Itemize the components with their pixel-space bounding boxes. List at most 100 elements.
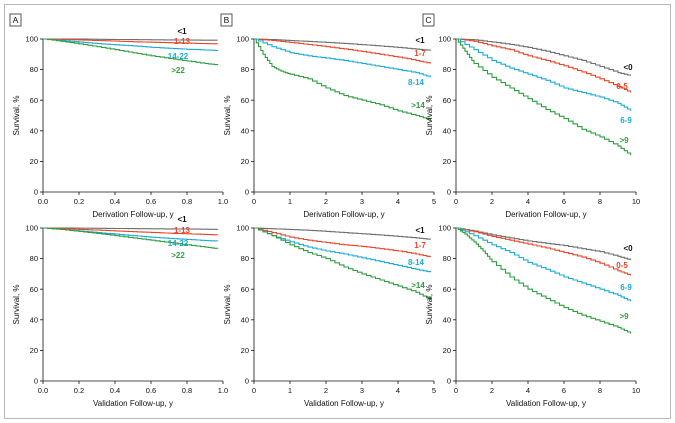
- series-line: [456, 227, 632, 261]
- y-tick-label: 40: [443, 126, 451, 135]
- series-label: 0-5: [616, 82, 628, 91]
- series-line: [456, 227, 632, 276]
- x-tick-label: 0: [454, 386, 458, 395]
- series-line: [43, 227, 219, 249]
- series-label: 14-22: [168, 52, 189, 61]
- series-label: <1: [415, 226, 425, 235]
- x-tick-label: 2: [490, 386, 494, 395]
- series-label: >14: [411, 101, 425, 110]
- series-label: 1-13: [174, 226, 191, 235]
- series-label: <1: [177, 215, 187, 224]
- y-tick-label: 20: [241, 346, 249, 355]
- x-tick-label: 0.2: [74, 197, 84, 206]
- panel-letter: C: [425, 15, 431, 25]
- series-line: [456, 227, 632, 334]
- x-tick-label: 10: [632, 386, 640, 395]
- y-tick-label: 20: [241, 157, 249, 166]
- x-tick-label: 0: [454, 197, 458, 206]
- x-tick-label: 5: [432, 197, 436, 206]
- x-tick-label: 8: [598, 197, 602, 206]
- y-tick-label: 100: [236, 224, 249, 233]
- series-label: >22: [171, 251, 185, 260]
- x-tick-label: 5: [432, 386, 436, 395]
- y-tick-label: 20: [443, 346, 451, 355]
- y-tick-label: 80: [443, 65, 451, 74]
- x-tick-label: 0.4: [110, 386, 120, 395]
- series-label: <1: [415, 36, 425, 45]
- y-tick-label: 0: [34, 377, 38, 386]
- x-tick-label: 4: [396, 197, 400, 206]
- series-line: [456, 38, 632, 111]
- x-tick-label: 1: [288, 197, 292, 206]
- series-line: [254, 227, 431, 240]
- series-line: [254, 227, 431, 273]
- panel-c-validation: 0 20 40 60 80 100 0 2 4 6 8 10 Validation Follow-up,…: [425, 224, 640, 408]
- y-tick-label: 60: [30, 285, 38, 294]
- y-tick-label: 0: [447, 188, 451, 197]
- y-tick-label: 100: [438, 35, 451, 44]
- series-line: [254, 38, 431, 64]
- y-axis-title: Survival, %: [223, 95, 232, 135]
- x-tick-label: 3: [360, 386, 364, 395]
- y-axis-title: Survival, %: [223, 284, 232, 324]
- series-label: 1-7: [414, 49, 426, 58]
- y-axis-title: Survival, %: [425, 284, 434, 324]
- series-label: <0: [623, 63, 633, 72]
- y-tick-label: 100: [438, 224, 451, 233]
- y-tick-label: 60: [443, 285, 451, 294]
- y-tick-label: 60: [30, 96, 38, 105]
- series-label: >22: [171, 66, 185, 75]
- series-line: [43, 38, 219, 45]
- x-tick-label: 1: [288, 386, 292, 395]
- y-tick-label: 100: [25, 35, 38, 44]
- panel-letter-box: [220, 13, 233, 27]
- series-line: [254, 38, 431, 51]
- series-line: [456, 38, 632, 156]
- series-label: 6-9: [620, 283, 632, 292]
- y-tick-label: 80: [241, 65, 249, 74]
- x-axis-title: Validation Follow-up, y: [93, 399, 173, 408]
- series-line: [254, 38, 431, 78]
- series-label: >9: [619, 136, 629, 145]
- y-tick-label: 40: [241, 126, 249, 135]
- x-axis-title: Validation Follow-up, y: [304, 399, 384, 408]
- y-tick-label: 20: [30, 346, 38, 355]
- y-tick-label: 20: [443, 157, 451, 166]
- y-tick-label: 40: [30, 126, 38, 135]
- x-tick-label: 2: [490, 197, 494, 206]
- x-axis-title: Validation Follow-up, y: [506, 399, 586, 408]
- x-tick-label: 0.0: [38, 386, 48, 395]
- x-tick-label: 3: [360, 197, 364, 206]
- panel-b-derivation: 0 20 40 60 80 100 0 1 2 3 4 5 Derivation Follow-up, …: [220, 13, 436, 219]
- y-tick-label: 0: [245, 377, 249, 386]
- panel-letter-box: [9, 13, 22, 27]
- panel-b-validation: 0 20 40 60 80 100 0 1 2 3 4 5 Validation Follow-up, …: [223, 224, 436, 408]
- series-label: 8-14: [408, 258, 425, 267]
- series-line: [43, 227, 219, 230]
- panel-letter: A: [13, 15, 19, 25]
- x-tick-label: 6: [562, 386, 566, 395]
- y-axis-title: Survival, %: [425, 95, 434, 135]
- series-label: <0: [623, 244, 633, 253]
- y-axis-title: Survival, %: [12, 284, 21, 324]
- panel-a-derivation: 0 20 40 60 80 100 0.0 0.2 0.4 0.6 0.8 1.0 Derivation…: [9, 13, 228, 219]
- series-label: 6-9: [620, 116, 632, 125]
- x-tick-label: 1.0: [218, 197, 228, 206]
- series-label: 0-5: [616, 261, 628, 270]
- x-tick-label: 0.4: [110, 197, 120, 206]
- y-tick-label: 20: [30, 157, 38, 166]
- x-tick-label: 8: [598, 386, 602, 395]
- x-tick-label: 0.2: [74, 386, 84, 395]
- y-tick-label: 0: [34, 188, 38, 197]
- x-axis-title: Derivation Follow-up, y: [303, 210, 384, 219]
- y-tick-label: 60: [241, 96, 249, 105]
- series-label: 1-7: [414, 241, 426, 250]
- x-tick-label: 4: [396, 386, 400, 395]
- x-tick-label: 0.8: [182, 197, 192, 206]
- y-tick-label: 100: [25, 224, 38, 233]
- series-line: [43, 38, 219, 66]
- series-line: [254, 227, 431, 258]
- x-tick-label: 6: [562, 197, 566, 206]
- x-tick-label: 0: [252, 197, 256, 206]
